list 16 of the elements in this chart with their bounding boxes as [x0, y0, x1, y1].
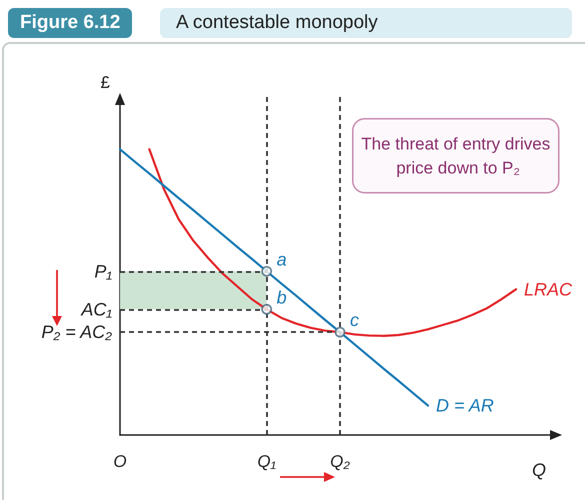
ref-line-label: P₂ = AC₂ [41, 322, 112, 342]
x-tick-label: O [113, 452, 127, 471]
ref-line-label: P₁ [94, 261, 112, 282]
series-label: LRAC [524, 279, 574, 300]
series-label: D = AR [436, 396, 494, 416]
x-tick-label: Q₁ [257, 452, 276, 471]
chart-subtitle: A contestable monopoly [160, 8, 572, 38]
annotation: c [350, 310, 359, 330]
annotation: The threat of entry drives price down to P₂ [361, 134, 550, 178]
x-axis-title: Q [532, 460, 546, 480]
y-axis-title: £ [100, 73, 111, 92]
ref-line-label: AC₁ [80, 299, 112, 320]
chart-title: Figure 6.12 [8, 8, 132, 38]
annotation: b [276, 287, 287, 308]
x-tick-label: Q₂ [330, 452, 350, 471]
annotation: a [276, 249, 287, 270]
